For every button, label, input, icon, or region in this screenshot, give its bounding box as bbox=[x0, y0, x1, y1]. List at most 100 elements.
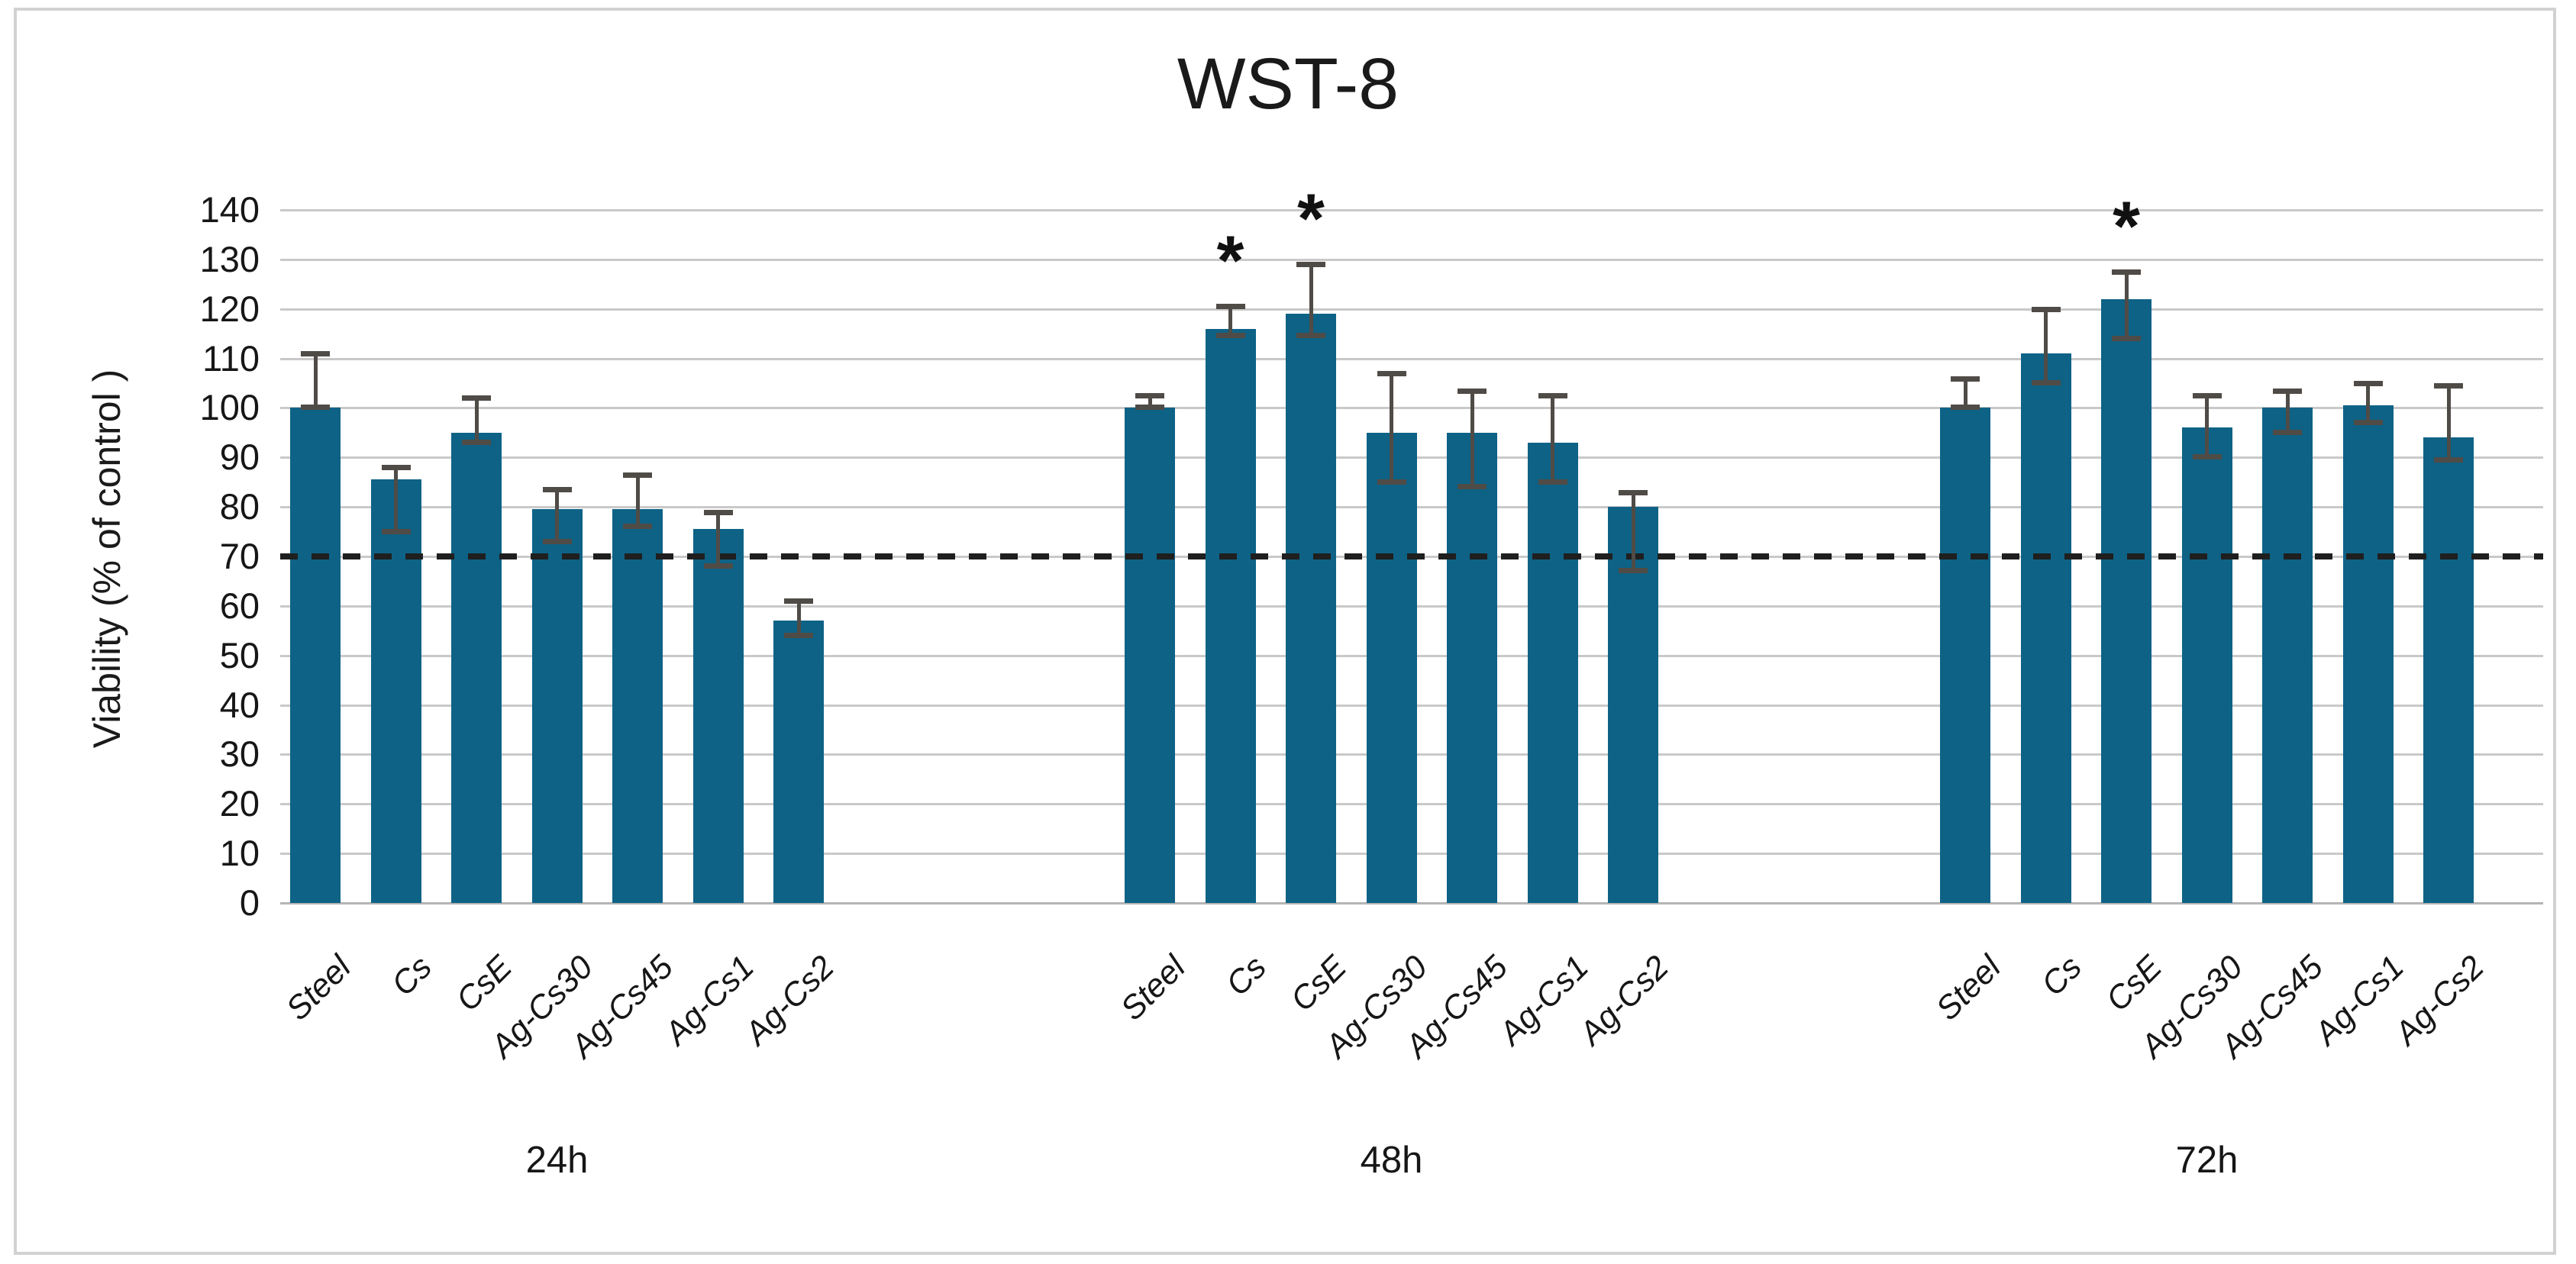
error-bar bbox=[1631, 492, 1635, 572]
error-bar bbox=[2366, 383, 2370, 423]
bar bbox=[1366, 432, 1417, 903]
error-bar-cap-bottom bbox=[1135, 405, 1164, 411]
error-bar-cap-top bbox=[2434, 383, 2463, 389]
group-label: 48h bbox=[1360, 1140, 1423, 1181]
error-bar-cap-bottom bbox=[381, 528, 411, 534]
bar bbox=[1447, 432, 1497, 903]
bar bbox=[1205, 328, 1256, 903]
bar bbox=[451, 432, 502, 903]
error-bar-cap-top bbox=[1951, 376, 1980, 382]
bar bbox=[1940, 408, 1990, 903]
significance-asterisk: * bbox=[1297, 180, 1325, 259]
y-tick-label: 110 bbox=[202, 337, 260, 379]
bar bbox=[2423, 437, 2474, 903]
bar bbox=[2101, 298, 2152, 903]
error-bar-cap-bottom bbox=[2192, 454, 2222, 460]
bar bbox=[2262, 408, 2313, 903]
error-bar-cap-bottom bbox=[1538, 479, 1567, 485]
error-bar bbox=[1309, 264, 1313, 337]
error-bar-cap-top bbox=[1296, 262, 1325, 268]
y-tick-label: 130 bbox=[199, 238, 260, 279]
significance-asterisk: * bbox=[1216, 222, 1244, 301]
error-bar-cap-bottom bbox=[703, 563, 733, 569]
error-bar-cap-top bbox=[301, 351, 330, 357]
y-tick-label: 10 bbox=[219, 833, 260, 874]
error-bar bbox=[796, 601, 801, 636]
error-bar-cap-top bbox=[381, 465, 411, 471]
error-bar bbox=[2124, 272, 2129, 339]
bar bbox=[290, 408, 341, 903]
error-bar-cap-top bbox=[1538, 393, 1567, 399]
error-bar-cap-top bbox=[703, 509, 733, 515]
bar bbox=[2181, 427, 2232, 903]
threshold-line bbox=[280, 553, 2543, 559]
y-tick-label: 140 bbox=[199, 189, 260, 230]
error-bar-cap-bottom bbox=[2353, 419, 2383, 425]
error-bar bbox=[474, 398, 479, 443]
y-tick-label: 20 bbox=[219, 783, 260, 824]
bar bbox=[773, 621, 824, 903]
error-bar bbox=[1148, 395, 1152, 408]
y-tick-label: 90 bbox=[219, 437, 260, 478]
chart-title: WST-8 bbox=[1177, 44, 1399, 124]
error-bar-cap-bottom bbox=[1619, 568, 1648, 574]
error-bar-cap-bottom bbox=[301, 405, 330, 411]
error-bar-cap-bottom bbox=[2273, 429, 2302, 435]
error-bar-cap-top bbox=[2192, 393, 2222, 399]
error-bar-cap-bottom bbox=[2434, 456, 2463, 463]
y-tick-label: 60 bbox=[219, 585, 260, 626]
error-bar bbox=[313, 353, 318, 408]
bar bbox=[1527, 442, 1578, 903]
error-bar-cap-bottom bbox=[1457, 484, 1487, 490]
error-bar-cap-bottom bbox=[462, 439, 491, 445]
error-bar-cap-top bbox=[1135, 393, 1164, 399]
bar bbox=[1286, 314, 1336, 903]
error-bar-cap-top bbox=[784, 598, 813, 605]
y-tick-label: 120 bbox=[199, 288, 260, 329]
error-bar bbox=[2285, 390, 2290, 433]
gridline bbox=[280, 308, 2543, 311]
error-bar-cap-top bbox=[623, 472, 652, 478]
error-bar bbox=[2205, 395, 2209, 458]
bar bbox=[1125, 408, 1175, 903]
error-bar bbox=[1228, 306, 1232, 337]
y-tick-label: 0 bbox=[239, 882, 260, 923]
error-bar-cap-top bbox=[1457, 388, 1487, 394]
error-bar bbox=[394, 467, 398, 532]
error-bar bbox=[2044, 308, 2048, 383]
error-bar-cap-top bbox=[2112, 269, 2141, 276]
gridline bbox=[280, 258, 2543, 261]
group-label: 24h bbox=[525, 1140, 589, 1181]
error-bar-cap-top bbox=[462, 395, 491, 401]
y-tick-label: 70 bbox=[219, 536, 260, 576]
error-bar-cap-bottom bbox=[1296, 333, 1325, 339]
error-bar-cap-bottom bbox=[1951, 405, 1980, 411]
bar bbox=[2020, 353, 2071, 903]
error-bar-cap-top bbox=[1215, 304, 1245, 310]
error-bar-cap-top bbox=[2031, 306, 2061, 312]
error-bar-cap-top bbox=[542, 487, 572, 493]
error-bar-cap-top bbox=[2353, 381, 2383, 386]
y-tick-label: 100 bbox=[199, 387, 260, 428]
gridline bbox=[280, 407, 2543, 410]
bar bbox=[692, 529, 744, 903]
error-bar-cap-top bbox=[2273, 388, 2302, 394]
error-bar bbox=[635, 474, 640, 527]
chart-frame bbox=[14, 8, 2556, 1255]
y-tick-label: 30 bbox=[219, 734, 260, 775]
y-tick-label: 50 bbox=[219, 634, 260, 676]
bar bbox=[612, 509, 663, 903]
error-bar bbox=[1963, 378, 1968, 408]
error-bar-cap-bottom bbox=[2031, 380, 2061, 385]
group-label: 72h bbox=[2175, 1140, 2239, 1181]
error-bar-cap-top bbox=[1619, 489, 1648, 495]
error-bar-cap-bottom bbox=[784, 632, 813, 638]
error-bar-cap-bottom bbox=[1377, 479, 1406, 485]
y-tick-label: 40 bbox=[219, 684, 260, 725]
error-bar bbox=[2446, 385, 2451, 460]
error-bar bbox=[1390, 373, 1393, 482]
gridline bbox=[280, 357, 2543, 360]
error-bar-cap-top bbox=[1377, 371, 1406, 377]
error-bar-cap-bottom bbox=[2112, 335, 2141, 341]
error-bar bbox=[1470, 390, 1474, 488]
